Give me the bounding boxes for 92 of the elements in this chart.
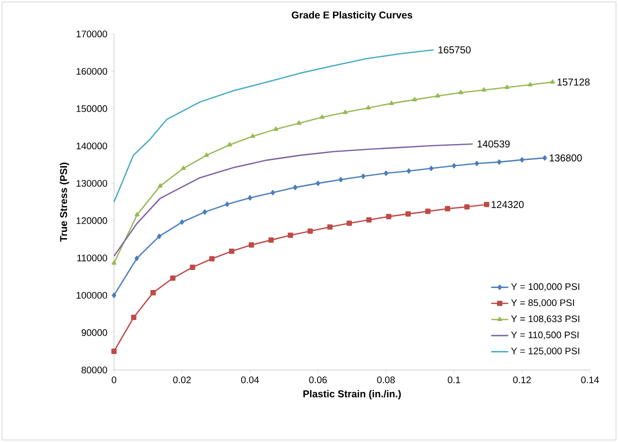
x-tick-label: 0.1 [448, 376, 460, 384]
point [366, 105, 371, 110]
point [293, 184, 298, 190]
point [270, 190, 275, 196]
point [227, 142, 232, 147]
x-tick-label: 0.02 [173, 376, 191, 384]
point [429, 166, 434, 172]
x-tick-label: 0.12 [513, 376, 531, 384]
y-tick-label: 80000 [82, 366, 108, 374]
point [204, 152, 209, 157]
y-tick-label: 100000 [76, 292, 108, 299]
y-tick-label: 160000 [76, 68, 108, 75]
point [405, 211, 411, 217]
annotation: 124320 [492, 201, 524, 208]
point [316, 180, 320, 186]
legend-label: Y = 85,000 PSI [511, 299, 574, 308]
point [248, 195, 252, 201]
chart-title: Grade E Plasticity Curves [292, 11, 412, 20]
y-axis-title: True Stress (PSI) [60, 162, 70, 242]
point [542, 155, 547, 161]
point [296, 120, 302, 125]
point [520, 157, 524, 162]
point [131, 314, 136, 320]
x-tick-label: 0.06 [309, 376, 327, 384]
point [338, 176, 343, 182]
point [482, 87, 486, 92]
point [248, 242, 254, 248]
y-tick-label: 140000 [76, 142, 108, 150]
y-tick-label: 90000 [82, 329, 108, 336]
point [425, 208, 430, 214]
y-tick-label: 170000 [76, 30, 108, 38]
point [474, 160, 479, 166]
point [111, 348, 117, 354]
point [384, 170, 388, 176]
point [225, 202, 230, 207]
x-tick-label: 0.04 [241, 376, 259, 384]
point [435, 93, 440, 98]
y-tick-label: 130000 [76, 180, 108, 187]
point [150, 290, 156, 296]
point [268, 237, 274, 243]
point [361, 174, 366, 179]
point [406, 168, 411, 174]
point [288, 232, 294, 238]
x-tick-label: 0.08 [377, 376, 395, 384]
annotation: 157128 [558, 78, 590, 86]
line-series [113, 49, 434, 203]
y-tick-label: 150000 [76, 105, 108, 112]
point [386, 214, 392, 220]
point [308, 228, 313, 234]
point [504, 84, 510, 90]
x-tick-label: 0 [112, 376, 116, 384]
point [452, 163, 456, 168]
annotation: 136800 [550, 154, 582, 162]
point [228, 248, 234, 254]
point [366, 217, 372, 223]
point [112, 292, 116, 298]
point [327, 224, 333, 230]
legend-label: Y = 110,500 PSI [511, 332, 578, 340]
point [158, 183, 163, 188]
point [444, 206, 450, 212]
point [497, 159, 502, 165]
legend-label: Y = 125,000 PSI [511, 348, 580, 356]
point [250, 134, 256, 138]
annotation: 165750 [438, 46, 471, 54]
point [134, 256, 139, 262]
point [170, 275, 176, 281]
point [550, 79, 555, 84]
point [209, 256, 215, 262]
legend-label: Y = 100,000 PSI [511, 283, 580, 292]
point [112, 260, 116, 265]
point [464, 204, 470, 210]
point [484, 202, 490, 208]
point [180, 166, 186, 170]
y-tick-label: 120000 [76, 217, 108, 224]
point [342, 110, 348, 114]
legend-label: Y = 108,633 PSI [511, 315, 580, 324]
point [273, 126, 278, 131]
y-tick-label: 110000 [77, 254, 108, 262]
point [202, 209, 207, 215]
point [412, 97, 417, 102]
point [180, 219, 184, 225]
point [320, 114, 324, 119]
annotation: 140539 [478, 140, 510, 148]
point [389, 100, 394, 106]
point [190, 264, 196, 270]
point [157, 234, 162, 239]
x-axis-title: Plastic Strain (in./in.) [303, 390, 401, 400]
point [134, 212, 140, 216]
x-tick-label: 0.14 [581, 376, 599, 384]
point [346, 220, 352, 226]
point [458, 90, 464, 94]
point [528, 82, 533, 86]
